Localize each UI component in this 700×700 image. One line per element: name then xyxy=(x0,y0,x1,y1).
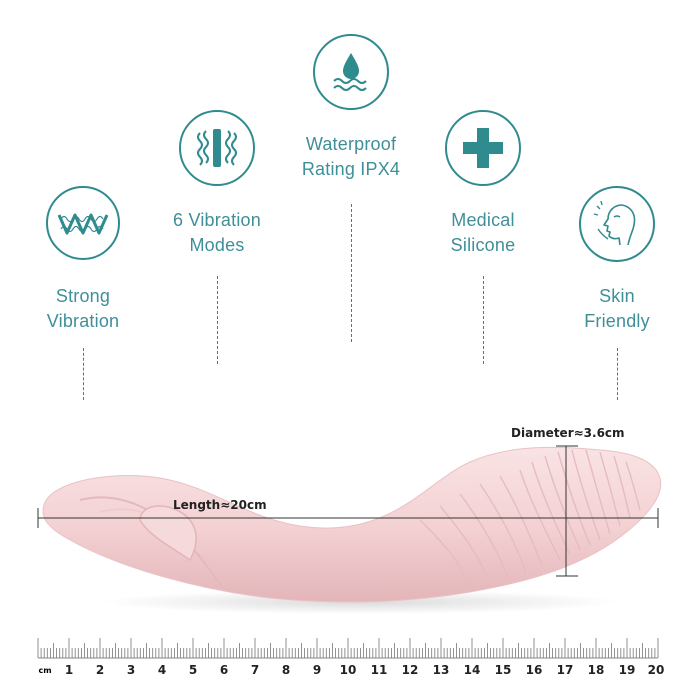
medical-cross-icon xyxy=(463,128,503,168)
ruler-number: 16 xyxy=(526,663,543,677)
feature-dash-line xyxy=(216,276,218,364)
feature-dash-line xyxy=(350,204,352,342)
feature-waterproof: Waterproof Rating IPX4 xyxy=(286,34,416,342)
ruler-number: 20 xyxy=(648,663,665,677)
ruler-number: 10 xyxy=(340,663,357,677)
ruler-number: 14 xyxy=(464,663,481,677)
ruler-number: 2 xyxy=(96,663,104,677)
feature-vibration-modes: 6 Vibration Modes xyxy=(152,110,282,364)
feature-icon-circle xyxy=(179,110,255,186)
feature-dash-line xyxy=(482,276,484,364)
feature-skin-friendly: Skin Friendly xyxy=(552,186,682,400)
wave-zigzag-icon xyxy=(57,213,109,235)
ruler-number: 13 xyxy=(433,663,450,677)
feature-label: Waterproof Rating IPX4 xyxy=(301,134,401,179)
ruler-unit-label: cm xyxy=(38,666,51,675)
ruler-number: 15 xyxy=(495,663,512,677)
feature-icon-circle xyxy=(46,186,120,260)
ruler-number: 17 xyxy=(557,663,574,677)
feature-icon-circle xyxy=(313,34,389,110)
ruler-number: 3 xyxy=(127,663,135,677)
ruler-number: 9 xyxy=(313,663,321,677)
ruler-number: 8 xyxy=(282,663,290,677)
diameter-label: Diameter≈3.6cm xyxy=(511,426,625,440)
ruler-number: 18 xyxy=(588,663,605,677)
feature-icon-circle xyxy=(445,110,521,186)
feature-label: 6 Vibration Modes xyxy=(173,210,261,255)
feature-label: Medical Silicone xyxy=(450,210,516,255)
feature-medical-silicone: Medical Silicone xyxy=(418,110,548,364)
ruler-number: 12 xyxy=(402,663,419,677)
feature-label: Strong Vibration xyxy=(46,286,120,331)
feature-strong-vibration: Strong Vibration xyxy=(18,186,148,400)
ruler-number: 5 xyxy=(189,663,197,677)
ruler-number: 11 xyxy=(371,663,388,677)
ruler-number: 1 xyxy=(65,663,73,677)
vibration-bars-icon xyxy=(197,129,237,167)
ruler-number: 19 xyxy=(619,663,636,677)
clitoral-arm xyxy=(139,505,197,562)
length-measure-line xyxy=(37,508,659,528)
diameter-measure-line xyxy=(556,445,578,577)
length-label: Length≈20cm xyxy=(173,498,267,512)
ruler-number: 4 xyxy=(158,663,166,677)
product-body xyxy=(42,446,662,603)
ruler: cm 1 2 3 4 5 6 7 8 9 10 11 12 13 14 15 16 17 18 19 20 xyxy=(37,638,665,677)
ribbed-head xyxy=(419,449,641,589)
face-profile-icon xyxy=(593,200,636,246)
feature-label: Skin Friendly xyxy=(584,286,650,331)
feature-dash-line xyxy=(616,348,618,400)
water-drop-icon xyxy=(333,53,367,91)
feature-icon-circle xyxy=(579,186,655,262)
feature-dash-line xyxy=(82,348,84,400)
ruler-number: 6 xyxy=(220,663,228,677)
ruler-number: 7 xyxy=(251,663,259,677)
